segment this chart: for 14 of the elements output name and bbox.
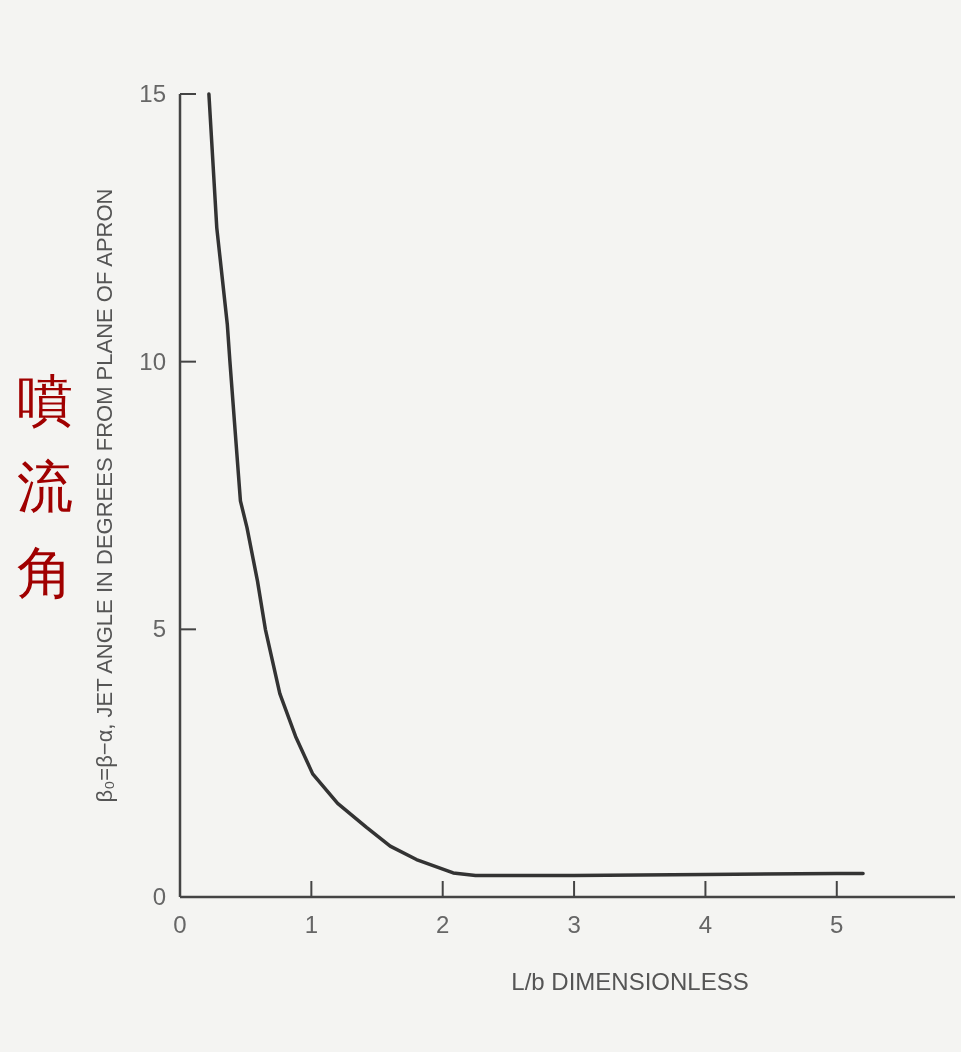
- x-tick-label: 1: [304, 911, 319, 938]
- y-axis-title: β₀=β−α, JET ANGLE IN DEGREES FROM PLANE OF APRON: [92, 188, 117, 803]
- y-tick-label: 0: [152, 883, 166, 910]
- line-series: [207, 92, 865, 878]
- text: 噴流角: [17, 368, 73, 605]
- y-tick-label: 5: [152, 615, 166, 643]
- x-tick-label: 0: [173, 911, 187, 938]
- y-tick-label: 15: [139, 80, 166, 107]
- x-tick-label: 3: [567, 911, 581, 938]
- x-axis-title: L/b DIMENSIONLESS: [511, 968, 749, 995]
- x-tick-label: 5: [830, 911, 844, 938]
- y-tick-label: 10: [139, 347, 166, 375]
- x-tick-label: 2: [436, 911, 450, 938]
- x-tick-label: 4: [698, 911, 713, 938]
